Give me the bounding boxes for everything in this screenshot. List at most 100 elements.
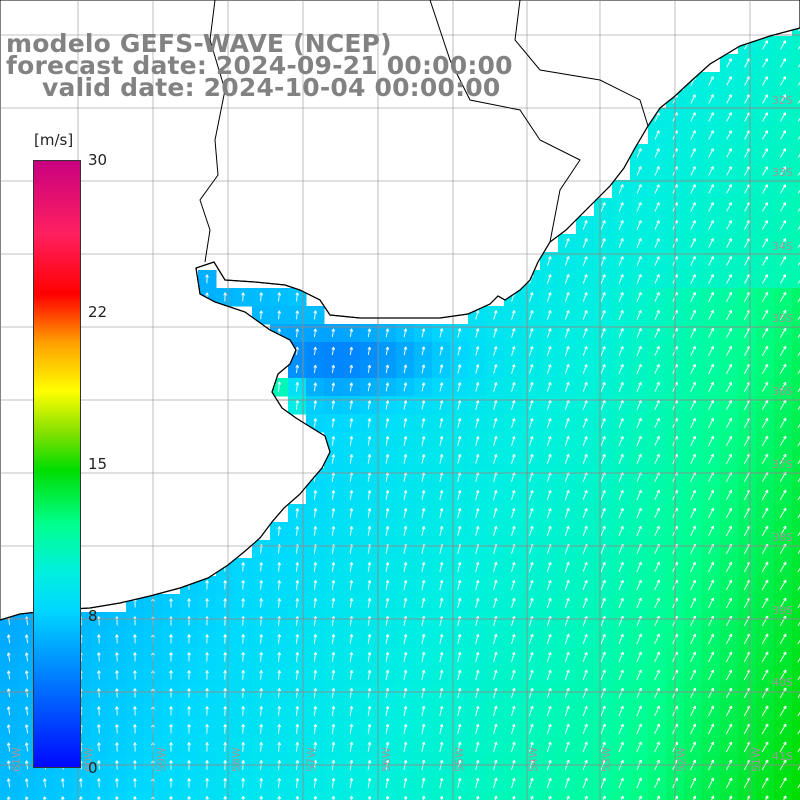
wind-arrow: [618, 687, 624, 699]
wind-arrow: [582, 579, 588, 590]
wind-arrow: [331, 364, 336, 373]
wind-arrow: [654, 381, 660, 392]
wind-arrow: [421, 454, 426, 464]
wind-arrow: [385, 741, 390, 752]
wind-arrow: [618, 633, 624, 645]
wind-arrow: [511, 741, 516, 753]
wind-arrow: [726, 291, 732, 302]
wind-arrow: [564, 274, 570, 284]
wind-arrow: [60, 796, 65, 800]
wind-arrow: [97, 796, 101, 800]
wind-arrow: [564, 292, 570, 302]
lat-label: 41S: [772, 750, 793, 763]
wind-cell: [612, 792, 631, 800]
wind-arrow: [761, 615, 769, 627]
wind-arrow: [547, 274, 552, 284]
wind-cell: [792, 162, 800, 181]
wind-arrow: [546, 669, 552, 681]
wind-arrow: [726, 507, 733, 519]
colorbar-tick-0: 0: [88, 759, 98, 777]
wind-cell: [558, 792, 577, 800]
wind-arrow: [708, 327, 714, 338]
wind-arrow: [546, 489, 552, 500]
wind-arrow: [636, 687, 642, 699]
wind-arrow: [475, 651, 480, 662]
wind-arrow: [546, 687, 552, 699]
wind-arrow: [331, 400, 336, 410]
wind-arrow: [115, 670, 119, 680]
wind-arrow: [403, 741, 408, 752]
wind-arrow: [636, 310, 642, 320]
wind-arrow: [546, 561, 552, 572]
wind-arrow: [187, 634, 191, 644]
wind-cell: [792, 234, 800, 253]
wind-arrow: [367, 346, 372, 356]
wind-arrow: [223, 292, 227, 302]
wind-arrow: [779, 489, 787, 501]
wind-arrow: [600, 220, 606, 230]
wind-arrow: [690, 615, 696, 627]
wind-arrow: [313, 634, 318, 644]
wind-arrow: [582, 741, 588, 753]
wind-arrow: [726, 184, 732, 194]
wind-arrow: [618, 399, 624, 410]
wind-arrow: [654, 687, 660, 699]
wind-cell: [792, 450, 800, 469]
wind-arrow: [475, 795, 480, 800]
lon-label: 57W: [305, 747, 318, 772]
wind-cell: [468, 792, 487, 800]
wind-arrow: [761, 507, 769, 519]
wind-arrow: [564, 346, 570, 356]
wind-arrow: [385, 418, 390, 428]
wind-arrow: [241, 580, 245, 590]
wind-arrow: [115, 652, 119, 662]
wind-arrow: [600, 489, 606, 500]
wind-arrow: [779, 561, 787, 573]
wind-arrow: [618, 453, 624, 464]
wind-arrow: [528, 669, 534, 680]
wind-arrow: [457, 579, 462, 590]
wind-arrow: [584, 795, 588, 800]
wind-arrow: [618, 525, 624, 536]
wind-arrow: [636, 525, 642, 536]
wind-arrow: [726, 130, 732, 140]
wind-cell: [792, 522, 800, 541]
wind-arrow: [349, 634, 354, 644]
lon-label: 55W: [453, 747, 466, 772]
wind-arrow: [726, 112, 732, 122]
wind-arrow: [708, 345, 714, 356]
wind-arrow: [780, 76, 787, 86]
wind-arrow: [403, 723, 408, 734]
wind-arrow: [313, 795, 318, 800]
wind-arrow: [600, 399, 606, 410]
wind-arrow: [169, 688, 173, 698]
wind-arrow: [708, 633, 715, 645]
wind-arrow: [367, 454, 372, 464]
wind-arrow: [582, 364, 588, 374]
wind-arrow: [313, 508, 318, 518]
wind-arrow: [512, 795, 516, 800]
wind-arrow: [726, 238, 732, 248]
wind-arrow: [511, 382, 516, 392]
wind-cell: [630, 792, 649, 800]
wind-arrow: [331, 436, 336, 446]
wind-arrow: [493, 346, 498, 356]
wind-arrow: [457, 651, 462, 662]
wind-arrow: [654, 507, 660, 518]
wind-arrow: [708, 399, 714, 410]
wind-arrow: [457, 741, 462, 752]
wind-arrow: [295, 310, 300, 320]
wind-arrow: [582, 220, 588, 230]
wind-arrow: [187, 706, 191, 716]
wind-arrow: [654, 489, 660, 500]
wind-arrow: [6, 670, 11, 680]
wind-arrow: [511, 669, 516, 680]
wind-arrow: [690, 94, 696, 104]
wind-arrow: [385, 580, 390, 590]
wind-arrow: [618, 723, 624, 735]
wind-arrow: [708, 256, 714, 266]
wind-arrow: [457, 705, 462, 716]
wind-arrow: [241, 562, 245, 572]
wind-arrow: [241, 652, 245, 662]
